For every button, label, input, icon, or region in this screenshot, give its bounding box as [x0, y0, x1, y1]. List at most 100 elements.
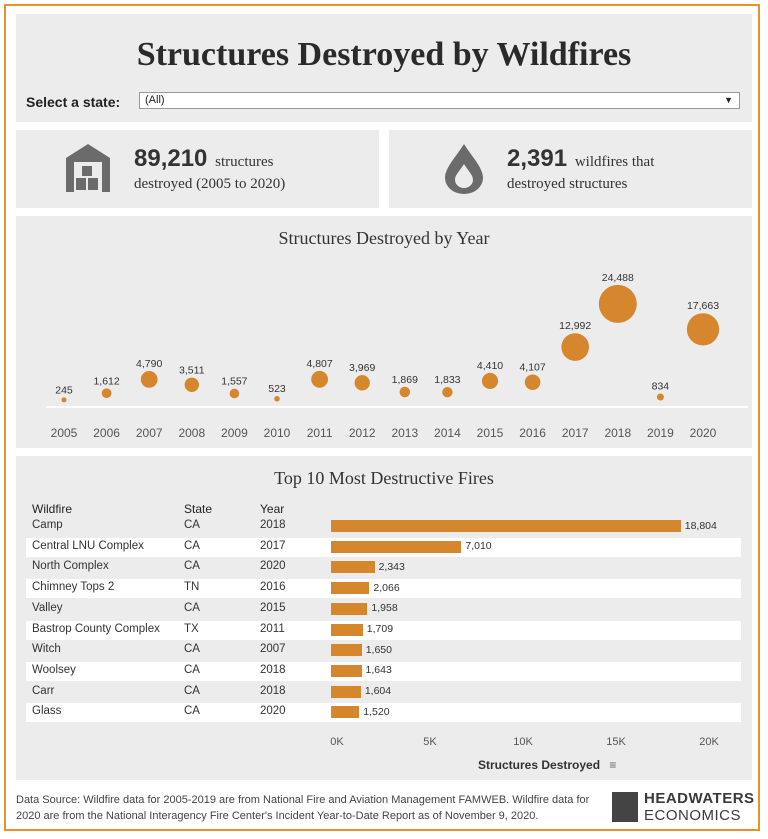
- year-tick-label: 2014: [434, 426, 461, 440]
- fire-bar[interactable]: [331, 602, 368, 615]
- fire-bar[interactable]: [331, 644, 362, 657]
- year-bubble[interactable]: [229, 388, 240, 399]
- state-filter-label: Select a state:: [26, 94, 121, 110]
- kpi-structures-value: 89,210: [134, 145, 208, 172]
- year-value-label: 834: [652, 381, 670, 393]
- year-tick-label: 2005: [51, 426, 78, 440]
- year-value-label: 17,663: [687, 300, 719, 312]
- year-tick-label: 2019: [647, 426, 674, 440]
- top-fires-panel: Top 10 Most Destructive Fires Wildfire S…: [16, 456, 752, 780]
- fire-state: CA: [184, 519, 200, 531]
- year-tick-label: 2007: [136, 426, 163, 440]
- year-tick-label: 2006: [93, 426, 120, 440]
- year-value-label: 523: [268, 383, 286, 395]
- fire-bar-label: 2,066: [373, 581, 400, 594]
- fire-year: 2020: [260, 560, 286, 573]
- fire-state: CA: [184, 601, 200, 614]
- fire-year: 2018: [260, 519, 286, 531]
- fire-year: 2016: [260, 581, 286, 594]
- x-tick-label: 10K: [513, 736, 533, 748]
- year-tick-label: 2011: [307, 426, 333, 440]
- fire-name: Glass: [32, 705, 62, 718]
- fire-bar-label: 1,650: [365, 643, 392, 656]
- kpi-structures-line2: destroyed (2005 to 2020): [134, 176, 286, 192]
- year-bubble[interactable]: [140, 370, 158, 388]
- year-bubble[interactable]: [561, 333, 590, 361]
- year-tick-label: 2020: [690, 426, 717, 440]
- logo-line2: ECONOMICS: [644, 807, 742, 824]
- fire-bar[interactable]: [331, 540, 462, 553]
- fire-drop-icon: [445, 144, 483, 194]
- year-value-label: 1,557: [221, 376, 247, 388]
- year-bubble[interactable]: [481, 372, 499, 390]
- year-bubble[interactable]: [101, 388, 112, 399]
- fire-bar[interactable]: [331, 664, 362, 677]
- year-chart-title: Structures Destroyed by Year: [278, 228, 490, 248]
- year-tick-label: 2012: [349, 426, 376, 440]
- fire-bar[interactable]: [331, 685, 361, 698]
- x-tick-label: 0K: [330, 736, 344, 748]
- fire-name: Chimney Tops 2: [32, 581, 115, 594]
- fire-bar[interactable]: [331, 582, 370, 595]
- fire-state: CA: [184, 539, 200, 552]
- x-tick-label: 5K: [423, 736, 437, 748]
- fire-year: 2018: [260, 663, 286, 676]
- sort-icon[interactable]: ≡: [609, 758, 617, 772]
- x-axis-title[interactable]: Structures Destroyed ≡: [478, 758, 616, 772]
- year-tick-label: 2015: [477, 426, 504, 440]
- fire-bar-label: 18,804: [684, 519, 717, 532]
- fire-year: 2015: [260, 601, 286, 614]
- year-bubble[interactable]: [686, 313, 720, 346]
- year-bubble[interactable]: [61, 397, 67, 403]
- fire-bar-label: 7,010: [465, 540, 492, 553]
- year-bubble[interactable]: [184, 377, 199, 392]
- year-value-label: 4,807: [306, 358, 332, 370]
- year-bubble[interactable]: [354, 375, 370, 391]
- fire-bar[interactable]: [331, 623, 363, 636]
- x-tick-label: 15K: [606, 736, 626, 748]
- fire-name: Central LNU Complex: [32, 539, 144, 552]
- year-bubble[interactable]: [524, 374, 541, 391]
- fire-name: Woolsey: [32, 663, 76, 676]
- fire-bar-label: 1,604: [364, 685, 392, 698]
- year-value-label: 12,992: [559, 320, 591, 332]
- row-band: [26, 661, 741, 681]
- kpi-wildfires-line1: wildfires that: [574, 154, 655, 170]
- fire-bar-label: 2,343: [378, 560, 405, 573]
- fire-state: CA: [184, 705, 200, 718]
- year-bubble-chart: 245 2005 1,612 2006 4,790 2007 3,511 2008 1,557 2…: [46, 272, 748, 440]
- fire-state: TN: [184, 581, 200, 594]
- year-value-label: 1,833: [434, 374, 460, 386]
- state-select-value: (All): [145, 94, 165, 106]
- year-bubble[interactable]: [274, 395, 280, 402]
- fire-year: 2011: [260, 622, 285, 635]
- kpi-wildfires: 2,391 wildfires that destroyed structure…: [389, 130, 752, 208]
- year-value-label: 3,969: [349, 362, 375, 374]
- year-value-label: 3,511: [179, 365, 205, 377]
- headwaters-logo[interactable]: HEADWATERS ECONOMICS: [612, 790, 762, 826]
- fire-bar-label: 1,643: [365, 664, 392, 677]
- fire-year: 2018: [260, 684, 286, 697]
- year-tick-label: 2018: [604, 426, 631, 440]
- fire-bar[interactable]: [331, 561, 375, 574]
- year-value-label: 245: [55, 384, 73, 396]
- year-bubble[interactable]: [399, 386, 411, 398]
- fire-state: CA: [184, 560, 200, 573]
- top-fires-title: Top 10 Most Destructive Fires: [274, 468, 494, 488]
- fire-state: TX: [184, 622, 199, 635]
- x-tick-label: 20K: [699, 736, 719, 748]
- fire-name: Bastrop County Complex: [32, 622, 160, 635]
- fire-name: Carr: [32, 684, 55, 697]
- fire-bar[interactable]: [331, 520, 681, 532]
- year-bubble[interactable]: [656, 393, 664, 401]
- state-select[interactable]: (All) ▼: [139, 92, 740, 109]
- row-band: [26, 620, 741, 640]
- year-bubble[interactable]: [311, 370, 329, 388]
- row-band: [26, 579, 741, 599]
- year-bubble[interactable]: [598, 284, 637, 323]
- year-bubble[interactable]: [442, 386, 453, 398]
- row-band: [26, 703, 741, 723]
- x-axis-title-text: Structures Destroyed: [478, 758, 601, 772]
- page-title: Structures Destroyed by Wildfires: [136, 36, 632, 73]
- fire-bar[interactable]: [331, 706, 360, 719]
